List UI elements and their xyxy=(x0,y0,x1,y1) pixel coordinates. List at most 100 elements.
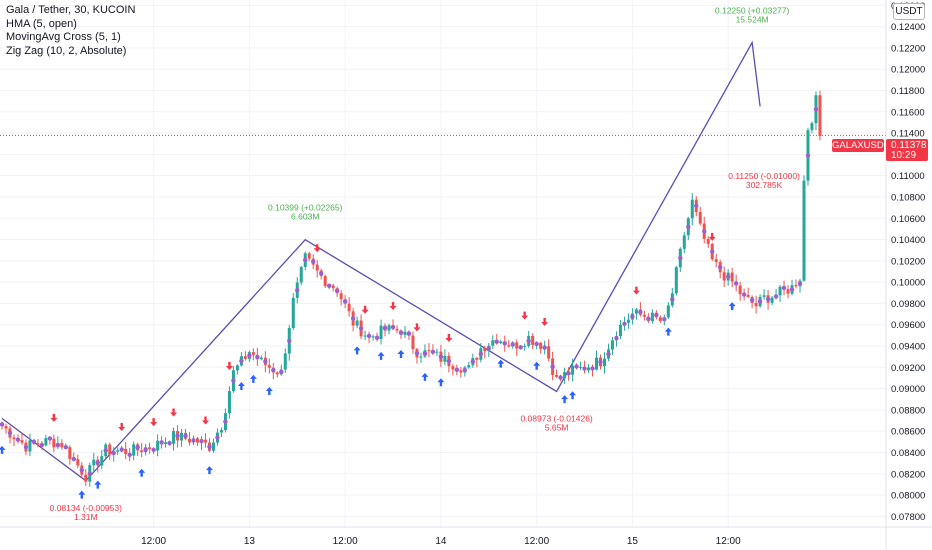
sell-arrow-icon xyxy=(521,311,529,320)
hma-dots xyxy=(0,107,819,476)
pivot-volume-label: 302.785K xyxy=(746,180,783,190)
hma-dot xyxy=(39,442,45,448)
chart-legend: Gala / Tether, 30, KUCOIN HMA (5, open) … xyxy=(6,4,135,58)
price-axis[interactable]: 0.07800 0.08000 0.08200 0.08400 0.08600 0.088… xyxy=(891,1,925,523)
hma-dot xyxy=(303,257,308,263)
candle-body xyxy=(682,235,686,249)
pivot-volume-label: 5.65M xyxy=(545,422,569,432)
candle-body xyxy=(172,431,176,444)
hma-dot xyxy=(773,294,779,299)
candle-body xyxy=(698,211,702,224)
candle-body xyxy=(491,340,495,346)
hma-dot xyxy=(183,433,188,439)
candle-body xyxy=(451,366,455,370)
hma-dot xyxy=(725,274,731,279)
price-tick-label: 0.09600 xyxy=(891,320,925,331)
hma-dot xyxy=(382,325,388,331)
buy-arrow-icon xyxy=(205,466,213,475)
legend-title[interactable]: Gala / Tether, 30, KUCOIN xyxy=(6,4,136,16)
price-tick-label: 0.07800 xyxy=(891,512,925,523)
hma-dot xyxy=(574,364,579,369)
candle-body xyxy=(395,328,399,331)
candle-body xyxy=(132,444,136,456)
hma-dot xyxy=(239,358,244,363)
candle-body xyxy=(339,293,343,300)
candle-body xyxy=(618,324,622,337)
hma-dot xyxy=(87,471,92,476)
candle-body xyxy=(299,266,303,283)
candle-body xyxy=(403,331,407,335)
candle-body xyxy=(746,294,750,297)
candle-body xyxy=(610,340,614,350)
hma-dot xyxy=(127,452,132,458)
legend-indicator-ma-cross[interactable]: MovingAvg Cross (5, 1) xyxy=(6,31,121,43)
candle-body xyxy=(164,442,168,445)
hma-dot xyxy=(486,346,491,351)
candle-body xyxy=(650,312,654,322)
pivot-volume-label: 6.603M xyxy=(291,212,319,222)
buy-arrow-icon xyxy=(237,381,245,390)
hma-dot xyxy=(494,339,499,344)
last-price-tag: 0.11378 10:29 xyxy=(886,139,928,161)
hma-dot xyxy=(406,331,412,336)
buy-arrow-icon xyxy=(0,445,6,454)
candle-body xyxy=(20,440,24,443)
candle-body xyxy=(347,303,351,312)
currency-unit-button[interactable]: USDT xyxy=(893,3,925,20)
price-tick-label: 0.08200 xyxy=(891,469,925,480)
candle-body xyxy=(507,345,511,347)
hma-dot xyxy=(374,335,380,340)
pivot-price-label: 0.12250 (+0.03277) xyxy=(715,6,790,16)
candle-body xyxy=(595,357,599,370)
hma-dot xyxy=(31,439,37,444)
buy-arrow-icon xyxy=(728,302,736,311)
price-tick-label: 0.10800 xyxy=(891,192,925,203)
hma-dot xyxy=(518,345,523,350)
price-tick-label: 0.08000 xyxy=(891,491,925,502)
hma-dot xyxy=(7,430,13,436)
candle-body xyxy=(251,352,255,355)
hma-dot xyxy=(398,330,404,335)
hma-dot xyxy=(718,264,723,270)
candle-body xyxy=(810,123,814,131)
candle-body xyxy=(307,253,311,259)
zigzag-line xyxy=(1,40,761,482)
buy-arrow-icon xyxy=(353,346,361,355)
sell-arrow-icon xyxy=(201,416,209,425)
hma-dot xyxy=(438,354,444,359)
candle-body xyxy=(802,180,806,281)
candle-body xyxy=(355,320,359,326)
candle-body xyxy=(523,345,527,347)
hma-dot xyxy=(670,297,675,302)
time-tick-label: 12:00 xyxy=(333,536,358,547)
candle-body xyxy=(4,425,8,429)
symbol-price-label: GALAXUSDT xyxy=(832,139,890,152)
buy-arrow-icon xyxy=(561,395,569,404)
price-tick-label: 0.12400 xyxy=(891,22,925,33)
price-tick-label: 0.08800 xyxy=(891,405,925,416)
candle-body xyxy=(52,438,56,448)
price-tick-label: 0.10000 xyxy=(891,278,925,289)
candle-body xyxy=(794,285,798,287)
candle-body xyxy=(180,432,184,441)
candle-body xyxy=(291,297,295,329)
hma-dot xyxy=(15,437,21,442)
sell-arrow-icon xyxy=(50,413,58,422)
candle-body xyxy=(459,370,463,373)
buy-arrow-icon xyxy=(138,468,146,477)
hma-dot xyxy=(598,359,603,365)
hma-dot xyxy=(231,378,236,383)
candle-body xyxy=(411,335,415,350)
hma-dot xyxy=(630,314,635,319)
candle-body xyxy=(642,314,646,317)
hma-dot xyxy=(207,444,212,449)
candle-body xyxy=(786,289,790,294)
hma-dot xyxy=(686,224,691,229)
hma-dot xyxy=(510,342,515,347)
time-axis[interactable]: 12:00 13 12:00 14 12:00 15 12:00 xyxy=(141,536,741,547)
candle-body xyxy=(44,438,48,446)
legend-indicator-hma[interactable]: HMA (5, open) xyxy=(6,17,77,30)
price-tick-label: 0.11800 xyxy=(891,86,925,97)
legend-indicator-zigzag[interactable]: Zig Zag (10, 2, Absolute) xyxy=(6,44,127,57)
